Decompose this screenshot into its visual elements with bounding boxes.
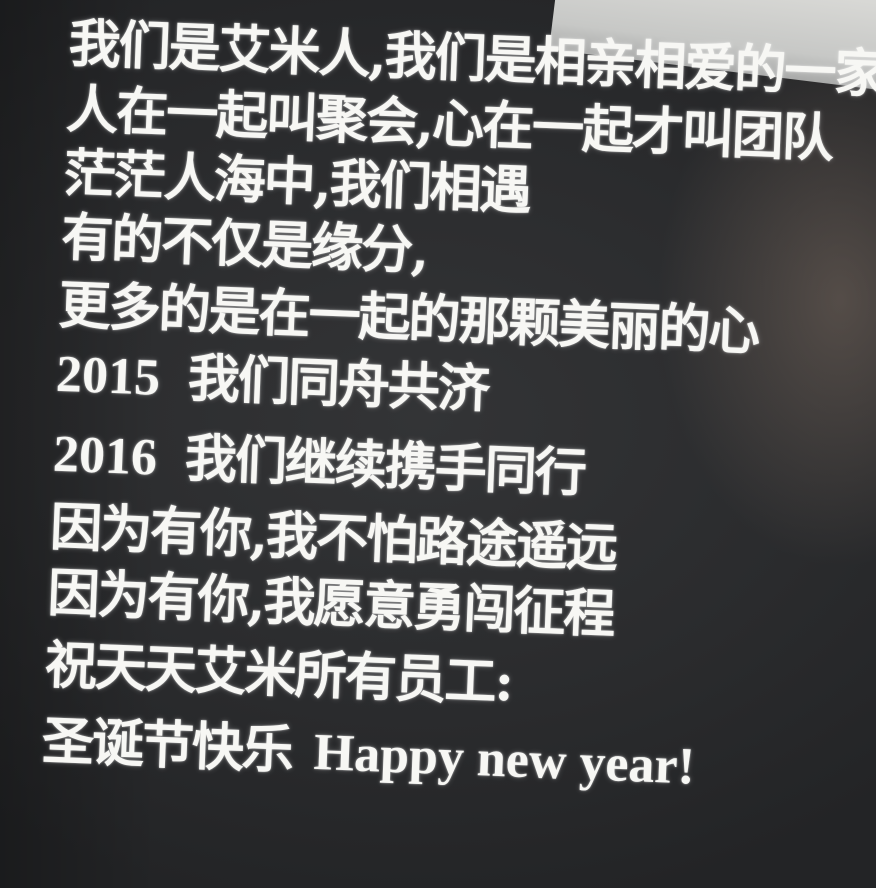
happy-new-year-text: Happy new year! bbox=[312, 723, 696, 796]
year-2016: 2016 bbox=[51, 425, 159, 487]
year-2015: 2015 bbox=[55, 345, 162, 407]
poem-line-6-text: 我们同舟共济 bbox=[186, 347, 490, 421]
poem-line-11-text: 圣诞节快乐 bbox=[40, 710, 294, 782]
